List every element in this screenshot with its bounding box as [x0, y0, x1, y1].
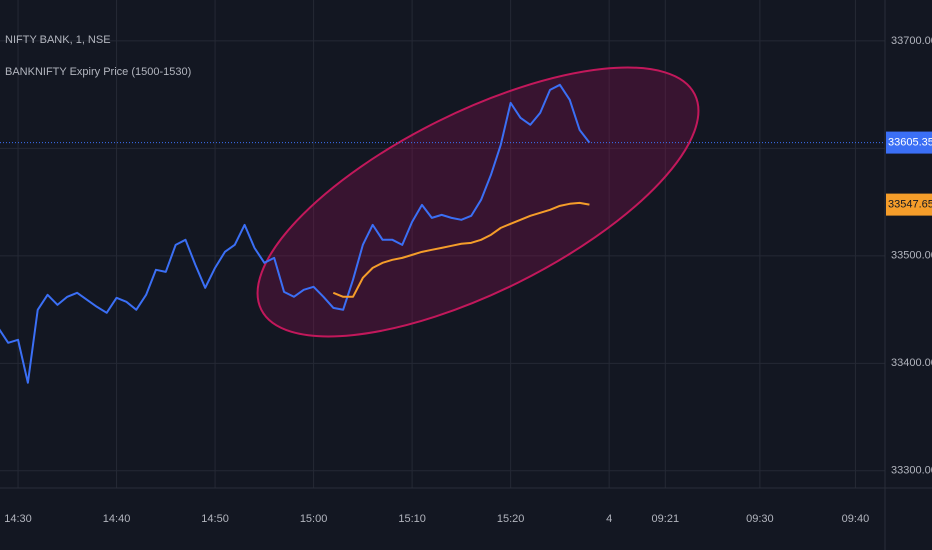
x-tick-label: 14:30	[4, 513, 32, 525]
y-tick-label: 33500.00	[891, 250, 932, 262]
x-tick-label: 14:40	[103, 513, 131, 525]
y-tick-label: 33400.00	[891, 357, 932, 369]
x-tick-label: 15:20	[497, 513, 525, 525]
x-tick-label: 14:50	[201, 513, 229, 525]
x-tick-label: 09:30	[746, 513, 774, 525]
legend-symbol: NIFTY BANK, 1, NSE	[5, 34, 111, 46]
x-tick-label: 15:00	[300, 513, 328, 525]
lines	[0, 83, 885, 384]
series-line	[0, 83, 591, 384]
highlight-ellipse	[256, 66, 700, 338]
x-tick-label: 09:40	[842, 513, 870, 525]
y-tick-label: 33700.00	[891, 35, 932, 47]
y-tick-label: 33300.00	[891, 465, 932, 477]
legend-indicator: BANKNIFTY Expiry Price (1500-1530)	[5, 66, 191, 78]
axes: 33300.0033400.0033500.0033600.0033700.00…	[4, 35, 932, 525]
last-price-box	[886, 131, 932, 154]
series-line	[332, 201, 590, 298]
x-tick-label: 15:10	[398, 513, 426, 525]
last-price-label: 33605.35	[888, 136, 932, 148]
grid	[0, 0, 885, 488]
x-tick-label: 4	[606, 513, 612, 525]
last-price-label: 33547.65	[888, 199, 932, 211]
last-price-box	[886, 193, 932, 216]
x-tick-label: 09:21	[652, 513, 680, 525]
